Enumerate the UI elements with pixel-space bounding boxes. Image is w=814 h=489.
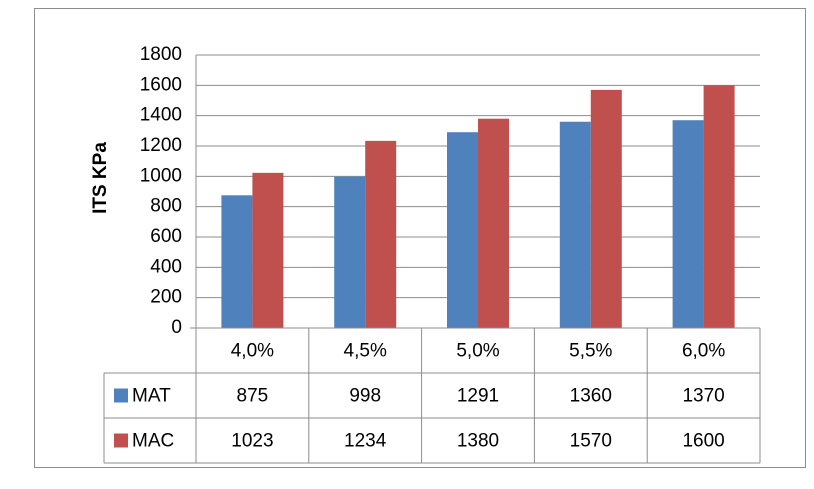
y-axis-label: ITS KPa bbox=[90, 142, 111, 214]
y-tick-label: 600 bbox=[150, 226, 182, 247]
data-label-mat: 1370 bbox=[682, 386, 724, 407]
bar-mac bbox=[590, 89, 622, 328]
legend-key-mat bbox=[114, 388, 128, 403]
data-table: 4,0% 4,5% 5,0% 5,5% 6,0% MAT 875 998 1291 1360 137… bbox=[103, 328, 761, 464]
y-tick-label: 0 bbox=[171, 317, 182, 338]
data-label-mac: 1380 bbox=[457, 431, 499, 452]
data-label-mat: 875 bbox=[237, 386, 269, 407]
y-tick-label: 1200 bbox=[140, 135, 182, 156]
y-tick-label: 400 bbox=[150, 256, 182, 277]
bar-mat bbox=[559, 121, 591, 328]
data-label-mac: 1023 bbox=[231, 431, 273, 452]
y-tick-label: 1400 bbox=[140, 105, 182, 126]
bar-mac bbox=[365, 140, 397, 328]
y-tick-label: 1600 bbox=[140, 74, 182, 95]
x-category-label: 4,0% bbox=[231, 341, 274, 362]
bar-mat bbox=[221, 195, 253, 328]
y-tick-label: 800 bbox=[150, 196, 182, 217]
data-label-mat: 998 bbox=[349, 386, 381, 407]
legend-label-mat: MAT bbox=[132, 386, 171, 407]
x-category-label: 5,0% bbox=[456, 341, 499, 362]
bars bbox=[221, 85, 735, 328]
bar-mac bbox=[478, 118, 509, 328]
bar-mat bbox=[447, 132, 478, 328]
y-tick-label: 1000 bbox=[140, 165, 182, 186]
legend-key-mac bbox=[114, 433, 128, 448]
chart-frame bbox=[34, 8, 806, 468]
bar-mat bbox=[672, 120, 704, 328]
bar-mac bbox=[703, 85, 735, 328]
data-label-mat: 1291 bbox=[457, 386, 499, 407]
y-tick-labels: 0 200 400 600 800 1000 1200 1400 1600 1800 bbox=[140, 44, 182, 338]
legend-label-mac: MAC bbox=[132, 431, 174, 452]
bar-mac bbox=[252, 172, 284, 328]
x-category-label: 4,5% bbox=[344, 341, 387, 362]
data-label-mac: 1570 bbox=[570, 431, 612, 452]
gridlines bbox=[196, 54, 760, 299]
x-category-label: 5,5% bbox=[569, 341, 612, 362]
data-label-mat: 1360 bbox=[570, 386, 612, 407]
bar-mat bbox=[334, 176, 366, 328]
x-category-label: 6,0% bbox=[682, 341, 725, 362]
y-tick-label: 1800 bbox=[140, 44, 182, 65]
data-label-mac: 1234 bbox=[344, 431, 387, 452]
axes bbox=[190, 55, 760, 329]
y-tick-label: 200 bbox=[150, 287, 182, 308]
data-label-mac: 1600 bbox=[682, 431, 724, 452]
